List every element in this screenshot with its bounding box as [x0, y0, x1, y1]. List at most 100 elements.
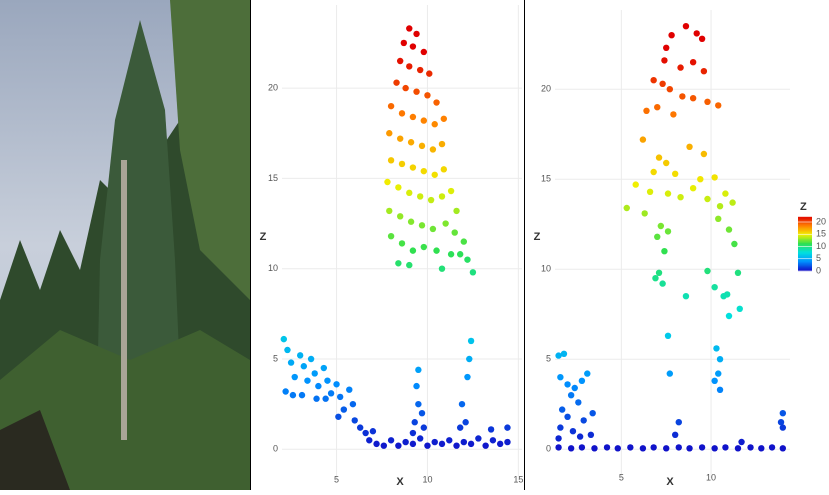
point	[451, 229, 458, 236]
colorbar-segment	[798, 251, 812, 254]
point	[287, 359, 295, 366]
point	[296, 352, 304, 359]
point	[393, 79, 400, 86]
point	[416, 435, 424, 442]
point	[396, 57, 404, 65]
point	[440, 166, 448, 173]
point	[747, 444, 754, 451]
point	[411, 419, 418, 426]
point	[704, 98, 711, 106]
point	[555, 435, 562, 442]
point	[446, 437, 453, 444]
y-tick-label: 10	[268, 263, 278, 273]
point	[280, 335, 288, 343]
point	[460, 438, 468, 446]
point	[643, 107, 650, 115]
point	[406, 63, 413, 70]
colorbar-segment	[798, 226, 812, 229]
point	[666, 86, 674, 93]
point	[734, 269, 742, 276]
point	[578, 444, 586, 451]
point	[438, 140, 446, 148]
point	[689, 185, 697, 192]
point	[386, 130, 393, 137]
point	[779, 424, 787, 431]
point	[689, 59, 697, 66]
point	[564, 413, 571, 420]
point	[663, 159, 670, 167]
point	[406, 189, 413, 197]
point	[366, 437, 373, 444]
point	[333, 381, 340, 388]
scatter-panel: 5 10 0 5 10 15 20 X Z Z 0 5 10 15 20	[534, 10, 826, 488]
y-tick-label: 0	[273, 444, 278, 454]
point	[657, 222, 665, 230]
point	[666, 370, 674, 377]
point	[711, 445, 718, 452]
colorbar-segment	[798, 246, 812, 249]
point	[589, 410, 596, 417]
point	[504, 438, 511, 446]
point	[440, 115, 448, 122]
point	[646, 188, 654, 195]
point	[387, 437, 395, 444]
point	[433, 99, 440, 106]
colorbar-segment	[798, 235, 812, 238]
colorbar-segment	[798, 241, 812, 244]
colorbar-segment	[798, 228, 812, 231]
colorbar-segment	[798, 254, 812, 257]
point	[420, 243, 428, 251]
point	[711, 377, 718, 384]
point	[416, 66, 424, 74]
point	[387, 232, 395, 240]
point	[464, 256, 471, 263]
point	[429, 146, 437, 153]
point	[650, 444, 657, 451]
point	[356, 424, 364, 431]
point	[663, 44, 670, 51]
point	[700, 150, 708, 158]
point	[768, 444, 776, 451]
colorbar-segment	[798, 219, 812, 222]
point	[406, 25, 413, 32]
point	[409, 113, 417, 121]
point	[715, 215, 722, 222]
point	[555, 352, 562, 359]
colorbar-segment	[798, 262, 812, 265]
point	[655, 154, 663, 161]
colorbar-segment	[798, 255, 812, 258]
point	[686, 143, 693, 150]
point	[311, 370, 318, 377]
point	[650, 168, 657, 176]
point	[398, 240, 406, 247]
point	[587, 431, 595, 438]
point	[569, 428, 577, 435]
point	[693, 30, 700, 37]
point	[336, 393, 344, 401]
point	[291, 373, 298, 381]
x-axis-label: X	[666, 476, 674, 488]
point	[654, 104, 661, 111]
point	[700, 68, 708, 75]
point	[424, 442, 431, 449]
point	[427, 196, 435, 204]
point	[460, 238, 468, 245]
point	[386, 207, 393, 215]
point	[431, 438, 438, 446]
point	[464, 373, 471, 381]
point	[467, 440, 475, 448]
y-tick-label: 5	[273, 353, 278, 363]
colorbar-segment	[798, 266, 812, 269]
point	[438, 440, 446, 448]
point	[424, 92, 431, 99]
point	[456, 424, 464, 431]
y-tick-label: 15	[541, 174, 551, 184]
y-tick-label: 20	[268, 82, 278, 92]
point	[725, 226, 733, 233]
x-tick-label: 5	[619, 472, 624, 482]
point	[614, 445, 621, 452]
point	[557, 374, 564, 381]
point	[282, 388, 289, 395]
point	[711, 174, 718, 181]
